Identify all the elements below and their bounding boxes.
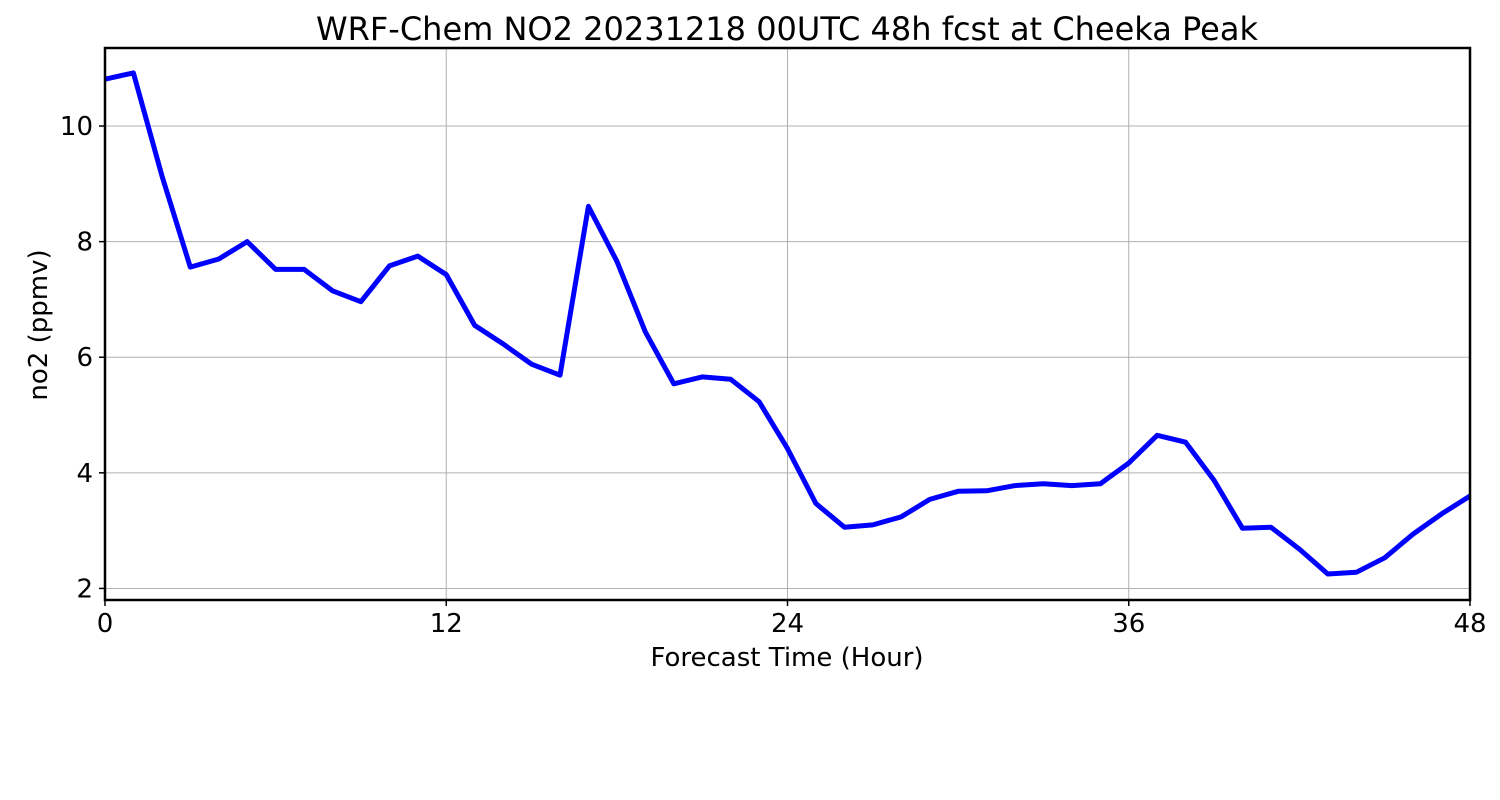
series-layer (104, 70, 1472, 577)
y-tick-label: 2 (76, 574, 93, 604)
y-axis-label: no2 (ppmv) (24, 249, 54, 400)
y-tick-label: 4 (76, 459, 93, 489)
x-tick-label: 12 (430, 609, 463, 639)
chart-title: WRF-Chem NO2 20231218 00UTC 48h fcst at … (316, 10, 1258, 48)
y-tick-label: 10 (60, 112, 93, 142)
x-tick-label: 36 (1112, 609, 1145, 639)
x-tick-label: 48 (1453, 609, 1486, 639)
y-tick-label: 8 (76, 228, 93, 258)
y-tick-label: 6 (76, 343, 93, 373)
x-tick-label: 24 (771, 609, 804, 639)
x-axis-label: Forecast Time (Hour) (650, 643, 923, 673)
no2-series-line (104, 70, 1472, 577)
x-tick-label: 0 (97, 609, 114, 639)
